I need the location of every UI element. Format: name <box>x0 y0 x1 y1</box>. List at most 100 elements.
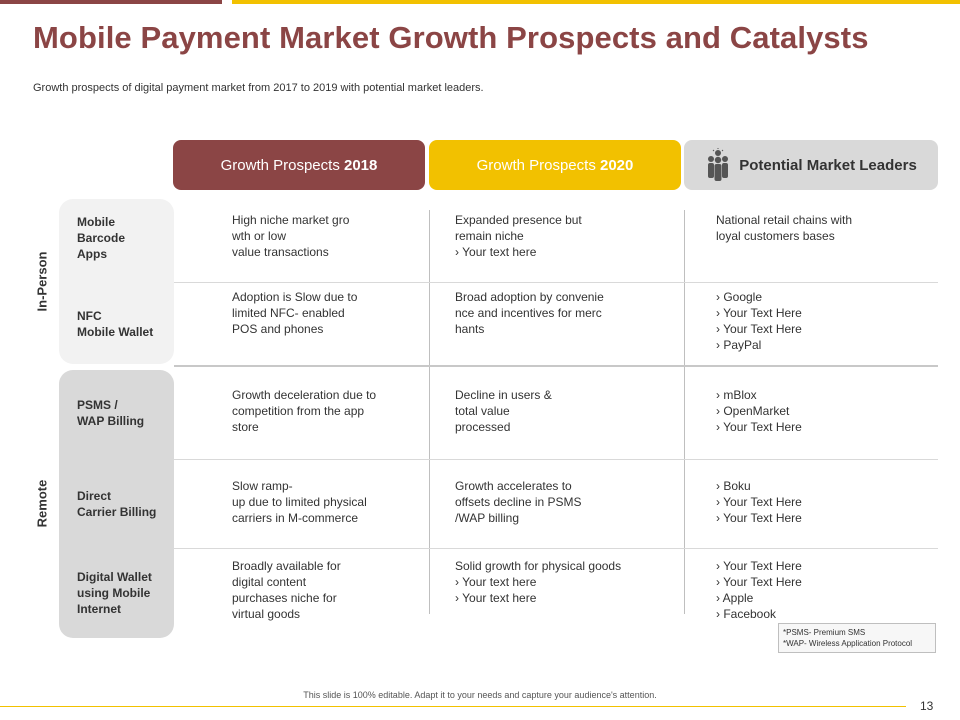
cell-line: Broad adoption by convenie <box>455 290 604 304</box>
row-label-line: Mobile Wallet <box>77 325 154 339</box>
abbreviation-footnote: *PSMS- Premium SMS *WAP- Wireless Applic… <box>778 623 936 653</box>
footer-note: This slide is 100% editable. Adapt it to… <box>303 690 657 700</box>
cell-line: processed <box>455 420 511 434</box>
cell-line: › Google <box>716 290 763 304</box>
cell-line: offsets decline in PSMS <box>455 495 582 509</box>
row-label-nfc: NFC Mobile Wallet <box>77 308 153 340</box>
cell-line: High niche market gro <box>232 213 350 227</box>
cell-2020: Broad adoption by convenie nce and incen… <box>455 289 604 337</box>
row-label-line: Barcode <box>77 231 126 245</box>
cell-line: › Your text here <box>455 591 537 605</box>
cell-line: competition from the app <box>232 404 365 418</box>
row-divider <box>174 282 938 283</box>
footnote-line: *PSMS- Premium SMS <box>783 628 866 637</box>
cell-2020: Growth accelerates to offsets decline in… <box>455 478 582 526</box>
cell-line: hants <box>455 322 485 336</box>
cell-line: carriers in M-commerce <box>232 511 359 525</box>
column-header-2018-year: 2018 <box>344 156 378 174</box>
cell-2018: Growth deceleration due to competition f… <box>232 387 376 435</box>
group-divider <box>174 365 938 367</box>
cell-line: Growth accelerates to <box>455 479 572 493</box>
cell-line: › Facebook <box>716 607 777 621</box>
cell-leaders: › mBlox › OpenMarket › Your Text Here <box>716 387 802 435</box>
cell-line: › Your text here <box>455 245 537 259</box>
cell-line: digital content <box>232 575 307 589</box>
cell-line: › Your Text Here <box>716 559 802 573</box>
group-label-remote: Remote <box>34 479 50 528</box>
row-label-line: Direct <box>77 489 112 503</box>
row-label-line: Digital Wallet <box>77 570 152 584</box>
row-label-line: Carrier Billing <box>77 505 157 519</box>
row-label-psms: PSMS / WAP Billing <box>77 397 144 429</box>
cell-line: › Your Text Here <box>716 306 802 320</box>
cell-line: › Your Text Here <box>716 495 802 509</box>
cell-line: Broadly available for <box>232 559 341 573</box>
people-group-icon <box>708 148 729 181</box>
column-header-2018-prefix: Growth Prospects <box>220 156 344 174</box>
column-divider <box>429 210 430 614</box>
column-header-2020-prefix: Growth Prospects <box>476 156 600 174</box>
cell-line: › OpenMarket <box>716 404 790 418</box>
column-header-2020-year: 2020 <box>600 156 634 174</box>
cell-line: loyal customers bases <box>716 229 835 243</box>
cell-leaders: › Boku › Your Text Here › Your Text Here <box>716 478 802 526</box>
top-accent-bar-maroon <box>0 0 222 4</box>
cell-line: › PayPal <box>716 338 762 352</box>
cell-line: limited NFC- enabled <box>232 306 345 320</box>
cell-line: nce and incentives for merc <box>455 306 602 320</box>
cell-line: Slow ramp- <box>232 479 293 493</box>
row-label-line: NFC <box>77 309 102 323</box>
row-divider <box>174 459 938 460</box>
cell-line: Expanded presence but <box>455 213 582 227</box>
cell-line: › Your Text Here <box>716 511 802 525</box>
cell-2020: Expanded presence but remain niche › You… <box>455 212 582 260</box>
cell-2018: High niche market gro wth or low value t… <box>232 212 349 260</box>
column-header-2020: Growth Prospects 2020 <box>429 140 681 190</box>
cell-line: total value <box>455 404 510 418</box>
column-divider <box>684 210 685 614</box>
cell-line: › Apple <box>716 591 754 605</box>
row-label-direct-carrier: Direct Carrier Billing <box>77 488 156 520</box>
cell-line: wth or low <box>232 229 287 243</box>
page-title: Mobile Payment Market Growth Prospects a… <box>33 20 869 55</box>
cell-2020: Decline in users & total value processed <box>455 387 552 435</box>
cell-2018: Broadly available for digital content pu… <box>232 558 341 622</box>
cell-line: value transactions <box>232 245 329 259</box>
cell-line: › Your text here <box>455 575 537 589</box>
cell-line: Solid growth for physical goods <box>455 559 622 573</box>
cell-line: remain niche <box>455 229 524 243</box>
cell-line: Adoption is Slow due to <box>232 290 358 304</box>
cell-line: › Your Text Here <box>716 322 802 336</box>
cell-2020: Solid growth for physical goods › Your t… <box>455 558 621 606</box>
row-label-line: using Mobile <box>77 586 151 600</box>
cell-line: Growth deceleration due to <box>232 388 377 402</box>
cell-line: › mBlox <box>716 388 757 402</box>
row-label-digital-wallet: Digital Wallet using Mobile Internet <box>77 569 152 617</box>
cell-leaders: › Google › Your Text Here › Your Text He… <box>716 289 802 353</box>
group-label-in-person: In-Person <box>34 251 50 312</box>
column-header-2018: Growth Prospects 2018 <box>173 140 425 190</box>
in-person-category-box <box>59 199 174 364</box>
cell-line: › Your Text Here <box>716 575 802 589</box>
cell-line: › Your Text Here <box>716 420 802 434</box>
remote-category-box <box>59 370 174 638</box>
row-divider <box>174 548 938 549</box>
cell-leaders: National retail chains with loyal custom… <box>716 212 852 244</box>
top-accent-bar-gold <box>232 0 960 4</box>
page-subtitle: Growth prospects of digital payment mark… <box>33 82 484 94</box>
row-label-line: Mobile <box>77 215 115 229</box>
cell-line: purchases niche for <box>232 591 337 605</box>
cell-line: up due to limited physical <box>232 495 367 509</box>
row-label-line: Internet <box>77 602 122 616</box>
footer-accent-line <box>0 706 906 707</box>
cell-line: /WAP billing <box>455 511 520 525</box>
cell-line: Decline in users & <box>455 388 552 402</box>
cell-2018: Slow ramp- up due to limited physical ca… <box>232 478 367 526</box>
cell-line: store <box>232 420 259 434</box>
page-number: 13 <box>920 699 934 713</box>
cell-line: POS and phones <box>232 322 324 336</box>
column-header-leaders: Potential Market Leaders <box>684 140 938 190</box>
footnote-line: *WAP- Wireless Application Protocol <box>783 639 913 648</box>
row-label-line: WAP Billing <box>77 414 145 428</box>
cell-line: virtual goods <box>232 607 301 621</box>
